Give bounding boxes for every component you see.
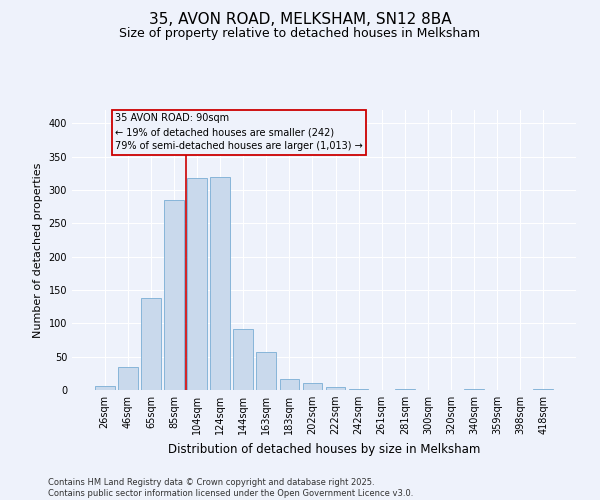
- Bar: [533, 388, 553, 390]
- Bar: [187, 178, 207, 390]
- Bar: [141, 298, 161, 390]
- Text: 35 AVON ROAD: 90sqm
← 19% of detached houses are smaller (242)
79% of semi-detac: 35 AVON ROAD: 90sqm ← 19% of detached ho…: [115, 114, 363, 152]
- Text: 35, AVON ROAD, MELKSHAM, SN12 8BA: 35, AVON ROAD, MELKSHAM, SN12 8BA: [149, 12, 451, 28]
- Bar: [280, 378, 299, 390]
- X-axis label: Distribution of detached houses by size in Melksham: Distribution of detached houses by size …: [168, 442, 480, 456]
- Bar: [118, 366, 137, 390]
- Bar: [256, 352, 276, 390]
- Text: Contains HM Land Registry data © Crown copyright and database right 2025.
Contai: Contains HM Land Registry data © Crown c…: [48, 478, 413, 498]
- Text: Size of property relative to detached houses in Melksham: Size of property relative to detached ho…: [119, 28, 481, 40]
- Bar: [164, 200, 184, 390]
- Bar: [211, 176, 230, 390]
- Bar: [326, 388, 346, 390]
- Bar: [233, 330, 253, 390]
- Bar: [302, 384, 322, 390]
- Y-axis label: Number of detached properties: Number of detached properties: [33, 162, 43, 338]
- Bar: [95, 386, 115, 390]
